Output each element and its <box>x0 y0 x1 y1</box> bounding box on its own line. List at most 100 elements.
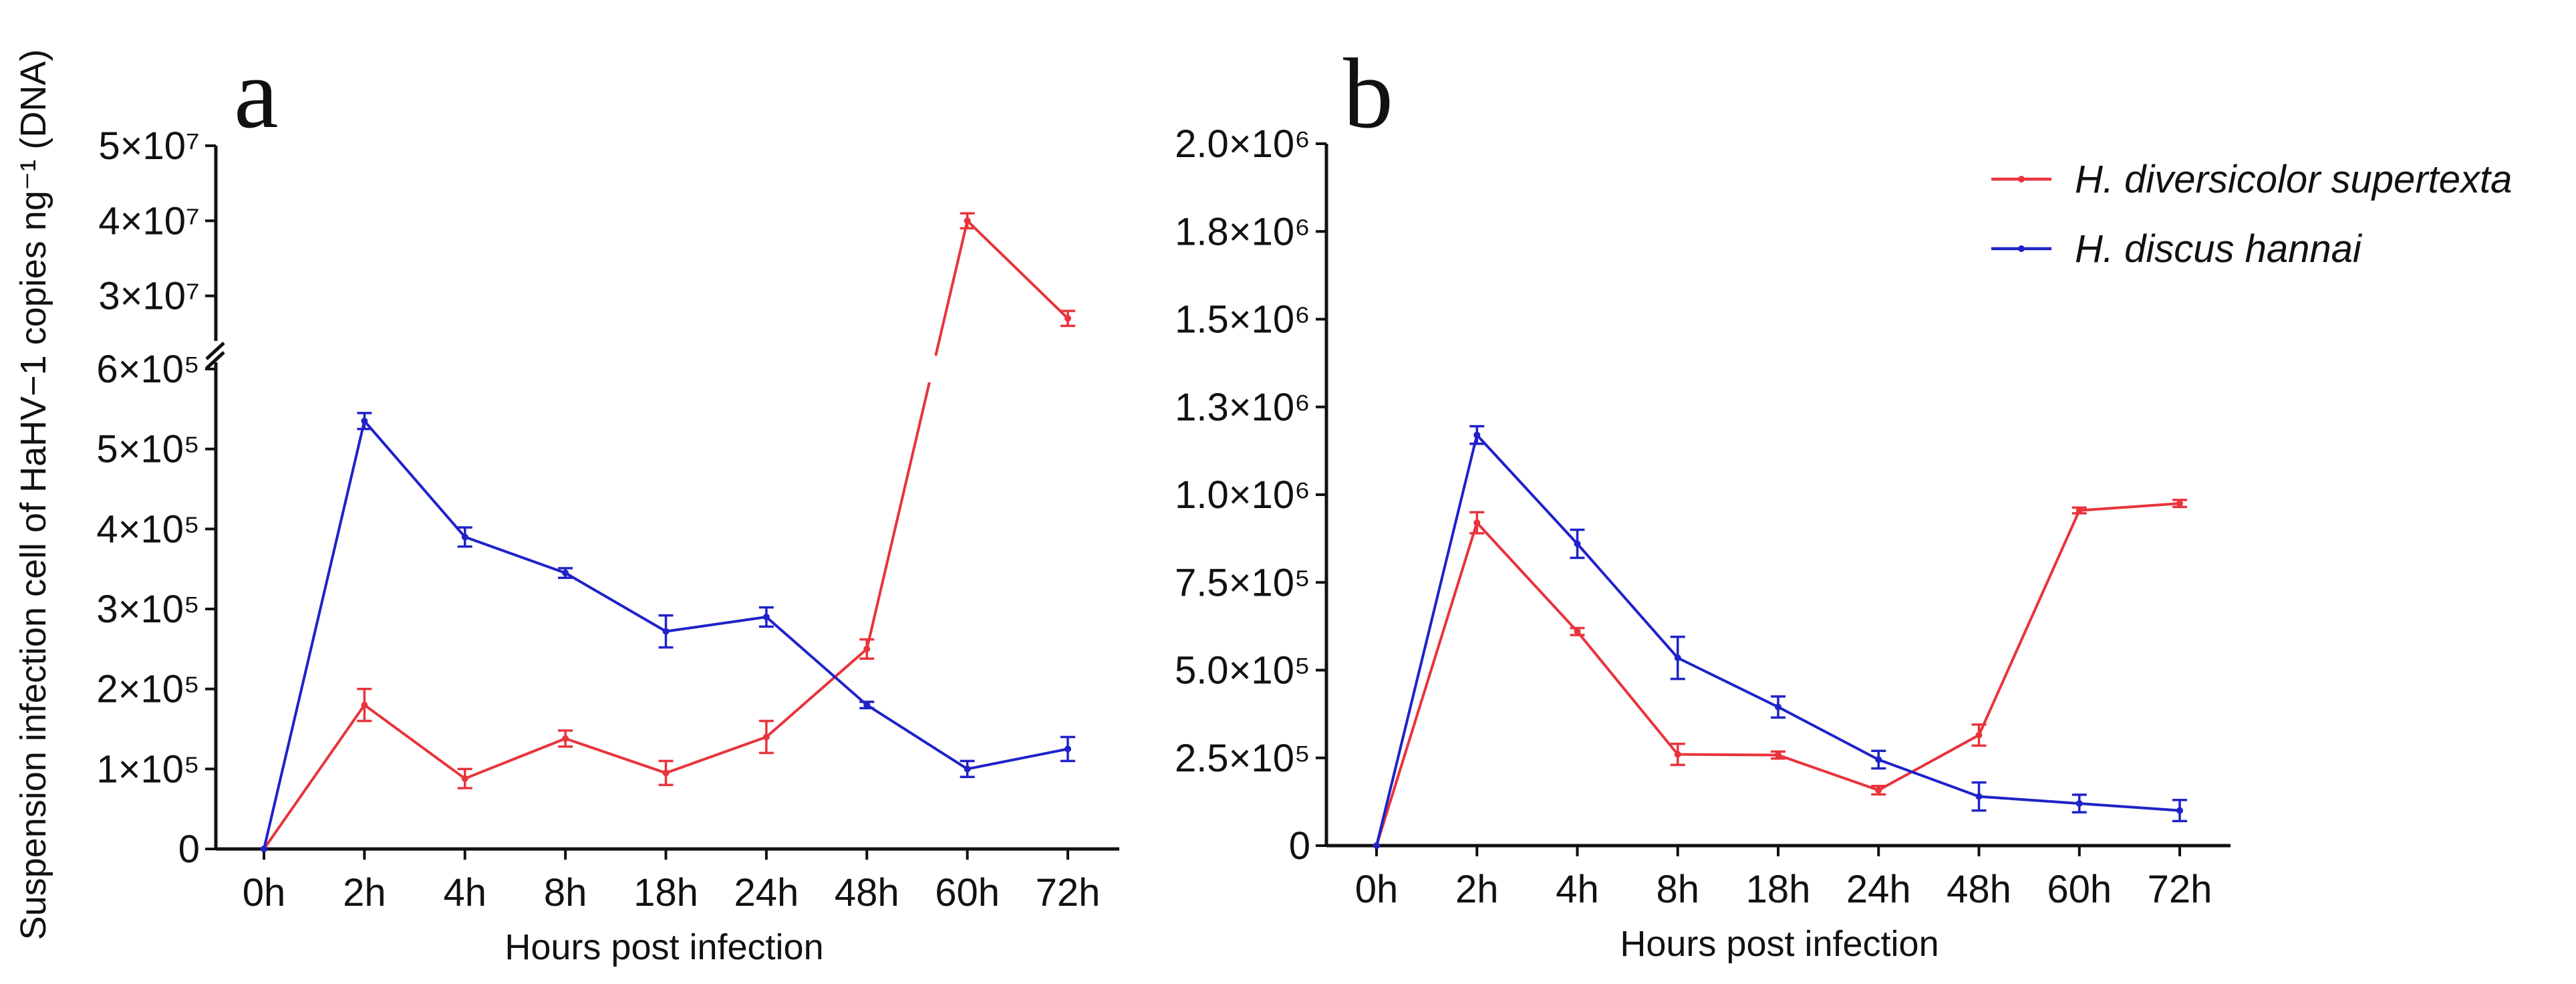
series-segment <box>565 572 667 633</box>
data-point <box>762 613 770 620</box>
panel-b-axes <box>1316 142 2231 856</box>
series-segment <box>464 535 566 575</box>
legend-label-hannai: H. discus hannai <box>2075 227 2363 271</box>
series-segment <box>2079 502 2180 512</box>
series-segment <box>1777 753 1879 791</box>
panel-a-x-axis-title: Hours post infection <box>505 927 823 967</box>
legend-item-hannai: H. discus hannai <box>1991 227 2363 271</box>
panel-a-x-ticks: 0h 2h 4h 8h 18h 24h 48h 60h 72h <box>243 871 1101 914</box>
series-segment <box>364 703 466 780</box>
series-segment <box>666 615 767 633</box>
data-point <box>1373 842 1380 849</box>
legend-marker-supertexta <box>2018 176 2025 182</box>
data-point <box>562 735 569 742</box>
data-point <box>361 701 368 709</box>
x-tick-label: 4h <box>1556 868 1599 911</box>
panel-b-x-ticks: 0h 2h 4h 8h 18h 24h 48h 60h 72h <box>1355 868 2212 911</box>
panel-b-series <box>1373 424 2187 849</box>
data-point <box>662 628 670 635</box>
y-tick-label: 4×10⁷ <box>98 199 200 243</box>
data-point <box>1775 751 1781 759</box>
series-segment <box>866 703 968 771</box>
data-point <box>1473 431 1481 439</box>
axis-break-mark <box>205 351 225 370</box>
data-point <box>1875 787 1882 794</box>
y-tick-label: 1.0×10⁶ <box>1175 473 1310 517</box>
legend-label-supertexta: H. diversicolor supertexta <box>2075 158 2512 201</box>
y-tick-label: 6×10⁵ <box>96 348 200 391</box>
x-tick-label: 0h <box>1355 868 1399 911</box>
data-point <box>1574 540 1581 547</box>
axis-break-mark <box>205 342 225 360</box>
data-point <box>1674 751 1681 758</box>
panel-a-y-ticks: 0 1×10⁵ 2×10⁵ 3×10⁵ 4×10⁵ 5×10⁵ 6×10⁵ 3×10⁷ 4×10… <box>96 124 200 871</box>
x-tick-label: 72h <box>1036 871 1101 914</box>
data-point <box>1473 519 1481 526</box>
series-segment <box>1977 509 2081 736</box>
series-h-diversicolor-supertexta <box>261 212 1075 852</box>
series-segment <box>765 616 868 707</box>
y-tick-label: 3×10⁵ <box>96 588 200 631</box>
series-h-diversicolor-supertexta <box>1373 499 2187 849</box>
y-tick-label: 5×10⁷ <box>98 124 200 168</box>
data-point <box>863 645 871 652</box>
x-tick-label: 8h <box>544 871 587 914</box>
y-tick-label: 5.0×10⁵ <box>1175 649 1310 693</box>
series-segment <box>1375 522 1479 846</box>
data-point <box>1674 654 1681 662</box>
data-point <box>2076 800 2083 807</box>
data-point <box>461 533 468 541</box>
y-tick-label: 2.5×10⁵ <box>1175 737 1310 780</box>
panel-b: b 0 2.5×10⁵ 5.0×10⁵ 7.5×10⁵ 1.0×10⁶ 1.3×10⁶ 1.… <box>1175 38 2231 964</box>
series-segment <box>1375 435 1479 846</box>
data-point <box>261 846 267 852</box>
x-tick-label: 24h <box>734 871 799 914</box>
series-segment <box>1677 656 1779 709</box>
series-segment <box>1878 733 1980 791</box>
data-point <box>2176 500 2183 507</box>
series-segment <box>967 747 1068 771</box>
data-point <box>1875 756 1882 763</box>
y-tick-label: 1.5×10⁶ <box>1175 298 1310 342</box>
y-tick-label: 5×10⁵ <box>96 428 200 471</box>
x-tick-label: 2h <box>1455 868 1499 911</box>
series-h-discus-hannai <box>1373 424 2187 849</box>
data-point <box>1975 731 1983 739</box>
series-segment <box>865 382 931 650</box>
data-point <box>1574 628 1581 635</box>
data-point <box>762 733 770 741</box>
y-tick-label: 0 <box>1289 824 1310 868</box>
legend: H. diversicolor supertexta H. discus han… <box>1991 158 2512 271</box>
series-segment <box>263 420 366 850</box>
data-point <box>1975 793 1983 800</box>
series-segment <box>2079 802 2180 812</box>
y-tick-label: 0 <box>178 828 200 871</box>
series-segment <box>263 704 366 850</box>
x-tick-label: 2h <box>343 871 386 914</box>
legend-marker-hannai <box>2018 245 2025 252</box>
x-tick-label: 8h <box>1656 868 1699 911</box>
series-segment <box>1475 521 1578 633</box>
y-tick-label: 2×10⁵ <box>96 668 200 711</box>
panel-a-axes <box>205 144 1119 860</box>
data-point <box>662 769 670 777</box>
data-point <box>2076 507 2083 514</box>
series-segment <box>1576 630 1679 755</box>
y-tick-label: 7.5×10⁵ <box>1175 561 1310 604</box>
legend-item-supertexta: H. diversicolor supertexta <box>1991 158 2512 201</box>
series-segment <box>765 648 868 738</box>
data-point <box>361 417 368 424</box>
y-tick-label: 1.3×10⁶ <box>1175 386 1310 429</box>
data-point <box>964 217 971 225</box>
panel-a-series <box>261 212 1075 852</box>
panel-b-y-ticks: 0 2.5×10⁵ 5.0×10⁵ 7.5×10⁵ 1.0×10⁶ 1.3×10⁶ 1.5×… <box>1175 122 1310 868</box>
series-segment <box>966 219 1069 320</box>
series-segment <box>1878 758 1980 798</box>
series-segment <box>1576 543 1679 659</box>
series-h-discus-hannai <box>261 412 1075 852</box>
data-point <box>461 775 468 782</box>
data-point <box>1775 703 1781 711</box>
x-tick-label: 24h <box>1846 868 1911 911</box>
series-segment <box>1475 434 1578 545</box>
